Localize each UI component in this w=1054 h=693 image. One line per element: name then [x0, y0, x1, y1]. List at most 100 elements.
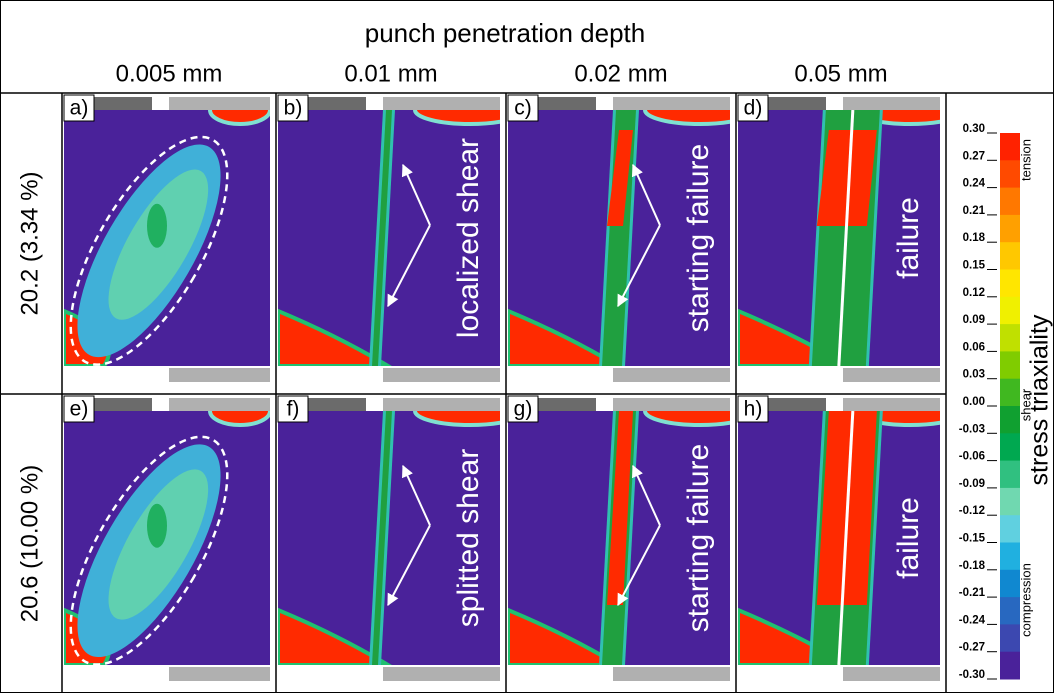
- shear-band: [372, 411, 392, 665]
- colorbar-band: [1000, 515, 1020, 543]
- colorbar-tick-label: -0.09: [959, 478, 985, 490]
- shear-band: [372, 110, 392, 366]
- tool: [613, 398, 730, 411]
- simulation: [278, 411, 500, 665]
- simulation: [278, 110, 500, 366]
- colorbar-band: [1000, 433, 1020, 462]
- colorbar-band: [1000, 460, 1020, 489]
- tension-zone: [208, 110, 270, 126]
- tool: [383, 398, 500, 411]
- tension-zone: [278, 308, 392, 366]
- tool: [538, 398, 596, 411]
- tool: [613, 97, 730, 110]
- colorbar-tick-label: 0.12: [963, 287, 985, 299]
- tool: [169, 368, 270, 382]
- annotation: localized shear: [452, 138, 485, 338]
- failure-zone: [607, 411, 633, 605]
- panel: a): [63, 94, 270, 382]
- simulation: [64, 110, 270, 366]
- colorbar-region: tension: [1018, 139, 1033, 181]
- colorbar-tick-label: 0.06: [963, 341, 985, 353]
- simulation: [508, 110, 730, 366]
- outline: [69, 435, 229, 666]
- column-label: 0.005 mm: [116, 60, 223, 87]
- tool: [169, 667, 270, 681]
- tool: [538, 97, 596, 110]
- colorbar-band: [1000, 542, 1020, 571]
- colorbar-band: [1000, 351, 1020, 380]
- arrow: [387, 224, 431, 308]
- colorbar-band: [1000, 269, 1020, 298]
- panel: f) splitted shear: [277, 395, 500, 681]
- colorbar-tick-label: 0.15: [963, 260, 986, 272]
- colorbar-band: [1000, 624, 1020, 653]
- tool: [613, 368, 730, 382]
- panel-label: a): [70, 97, 89, 120]
- colorbar-tick-label: -0.03: [959, 423, 985, 435]
- tool: [308, 398, 366, 411]
- panel-label-box: [277, 395, 309, 423]
- annotation: starting failure: [682, 444, 715, 632]
- colorbar-tick-label: 0.03: [963, 369, 985, 381]
- colorbar-band: [1000, 487, 1020, 516]
- panel: g) starting failure: [507, 395, 730, 681]
- tool: [613, 667, 730, 681]
- colorbar-band: [1000, 133, 1020, 161]
- panel: h) failure: [737, 395, 940, 681]
- colorbar-tick-label: -0.12: [959, 505, 985, 517]
- tool: [169, 97, 270, 110]
- colorbar-band: [1000, 651, 1020, 680]
- simulation: [64, 411, 270, 665]
- tool: [768, 97, 826, 110]
- panel: c) starting failure: [507, 94, 730, 382]
- column-label: 0.02 mm: [574, 60, 667, 87]
- colorbar-band: [1000, 378, 1020, 407]
- colorbar-tick-label: -0.06: [959, 451, 985, 463]
- annotation: failure: [892, 197, 925, 279]
- colorbar-tick-label: 0.21: [963, 205, 986, 217]
- panel-label: c): [514, 97, 532, 120]
- panel: b) localized shear: [277, 94, 500, 382]
- colorbar-title: stress triaxiality: [1026, 314, 1054, 485]
- colorbar-region: compression: [1018, 563, 1033, 637]
- colorbar-tick-label: -0.21: [959, 587, 986, 599]
- panel-label: h): [744, 398, 763, 421]
- colorbar-band: [1000, 324, 1020, 352]
- arrow: [617, 524, 661, 607]
- shear-zone: [147, 203, 167, 248]
- tool: [94, 398, 152, 411]
- arrow: [632, 464, 661, 526]
- colorbar-tick-label: 0.24: [963, 178, 986, 190]
- colorbar-band: [1000, 242, 1020, 270]
- panel-label-box: [63, 395, 95, 423]
- simulation: [508, 411, 730, 665]
- tool: [383, 368, 500, 382]
- colorbar-tick-label: 0.09: [963, 314, 985, 326]
- colorbar-region: shear: [1018, 388, 1033, 421]
- panel-label-box: [507, 94, 539, 122]
- colorbar-tick-label: 0.00: [963, 396, 985, 408]
- tension-zone: [278, 607, 392, 665]
- simulation: [738, 411, 940, 665]
- colorbar-tick-label: 0.18: [963, 232, 986, 244]
- row-label: 20.2 (3.34 %): [16, 171, 43, 315]
- tension-zone: [643, 411, 730, 427]
- outline: [69, 135, 229, 366]
- colorbar-tick-label: -0.27: [959, 642, 985, 654]
- tension-zone: [208, 411, 270, 427]
- failure-zone: [816, 130, 877, 226]
- colorbar-tick-label: 0.30: [963, 123, 985, 135]
- colorbar-band: [1000, 160, 1020, 189]
- failure-zone: [607, 130, 633, 226]
- tension-zone: [413, 411, 500, 427]
- panel-label-box: [507, 395, 539, 423]
- colorbar-tick-label: 0.27: [963, 150, 985, 162]
- header-title: punch penetration depth: [365, 18, 645, 48]
- panel-label: b): [284, 97, 303, 120]
- tension-zone: [413, 110, 500, 126]
- crack: [837, 110, 855, 366]
- colorbar-tick-label: -0.24: [959, 614, 986, 626]
- tool: [169, 398, 270, 411]
- panel-label: g): [514, 398, 533, 421]
- panel-label-box: [63, 94, 95, 122]
